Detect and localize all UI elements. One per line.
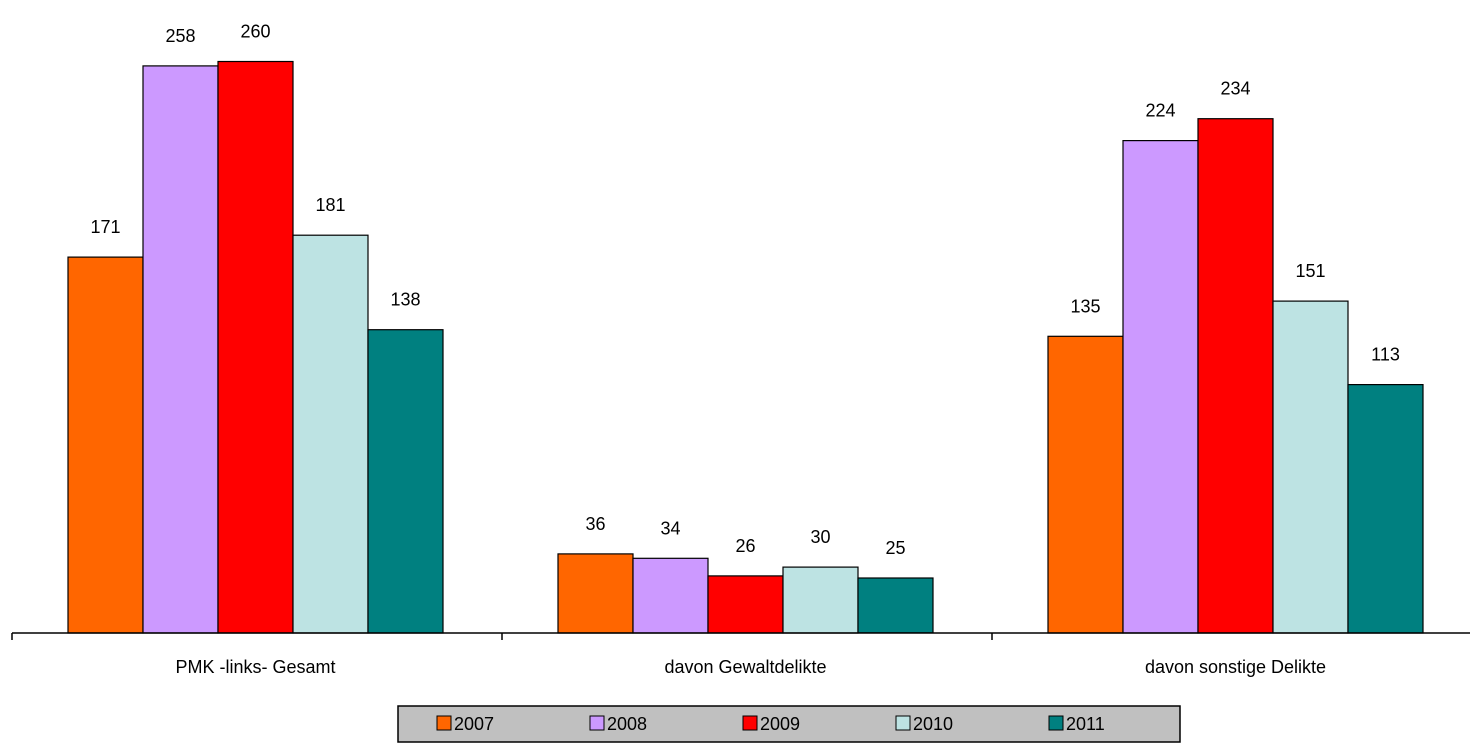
bar-davon-gewaltdelikte-2007	[557, 553, 634, 634]
legend-label-2007: 2007	[454, 714, 494, 734]
legend-swatch-2008	[589, 715, 605, 731]
x-axis-tick-labels: PMK -links- Gesamt davon Gewaltdelikte dav…	[175, 657, 1326, 677]
x-axis: PMK -links- Gesamt davon Gewaltdelikte dav…	[11, 632, 1470, 677]
data-label-davon-gewaltdelikte-2007: 36	[585, 514, 605, 534]
bar-davon-sonstige-delikte-2011	[1347, 384, 1424, 634]
bar-davon-sonstige-delikte-2010	[1272, 300, 1349, 634]
bar-pmk-links-gesamt-2007	[67, 256, 144, 634]
data-label-pmk-links-gesamt-2007: 171	[90, 217, 120, 237]
x-tick-label-davon-gewaltdelikte: davon Gewaltdelikte	[664, 657, 826, 677]
legend: 2007 2008 2009 2010 2011	[397, 705, 1181, 743]
legend-label-2008: 2008	[607, 714, 647, 734]
data-label-pmk-links-gesamt-2008: 258	[165, 26, 195, 46]
data-label-davon-gewaltdelikte-2008: 34	[660, 518, 680, 538]
data-label-pmk-links-gesamt-2011: 138	[390, 290, 420, 310]
data-label-davon-sonstige-delikte-2009: 234	[1220, 79, 1250, 99]
data-label-davon-sonstige-delikte-2007: 135	[1070, 296, 1100, 316]
bar-pmk-links-gesamt-2011	[367, 329, 444, 634]
legend-label-2011: 2011	[1066, 714, 1105, 734]
data-label-pmk-links-gesamt-2009: 260	[240, 22, 270, 42]
data-label-davon-gewaltdelikte-2009: 26	[735, 536, 755, 556]
data-label-davon-gewaltdelikte-2010: 30	[810, 527, 830, 547]
data-label-davon-sonstige-delikte-2010: 151	[1295, 261, 1325, 281]
bar-davon-sonstige-delikte-2008	[1122, 140, 1199, 634]
x-tick-label-pmk-links-gesamt: PMK -links- Gesamt	[175, 657, 335, 677]
data-label-pmk-links-gesamt-2010: 181	[315, 195, 345, 215]
bar-davon-gewaltdelikte-2009	[707, 575, 784, 634]
bar-davon-gewaltdelikte-2010	[782, 566, 859, 634]
bar-davon-sonstige-delikte-2009	[1197, 118, 1274, 634]
data-label-davon-gewaltdelikte-2011: 25	[885, 538, 905, 558]
legend-items: 2007 2008 2009 2010 2011	[436, 714, 1105, 734]
bars-layer	[67, 60, 1424, 634]
legend-swatch-2010	[895, 715, 911, 731]
legend-label-2010: 2010	[913, 714, 953, 734]
data-labels-layer: 171 258 260 181 138 36 34 26 30 25 135 224 234 151 113	[90, 22, 1399, 559]
data-label-davon-sonstige-delikte-2011: 113	[1371, 345, 1400, 365]
bar-davon-gewaltdelikte-2011	[857, 577, 934, 634]
legend-label-2009: 2009	[760, 714, 800, 734]
legend-swatch-2011	[1048, 715, 1064, 731]
bar-davon-sonstige-delikte-2007	[1047, 335, 1124, 634]
bar-pmk-links-gesamt-2008	[142, 65, 219, 634]
bar-pmk-links-gesamt-2010	[292, 234, 369, 634]
data-label-davon-sonstige-delikte-2008: 224	[1145, 101, 1175, 121]
bar-davon-gewaltdelikte-2008	[632, 557, 709, 634]
legend-swatch-2007	[436, 715, 452, 731]
x-tick-label-davon-sonstige-delikte: davon sonstige Delikte	[1145, 657, 1326, 677]
legend-swatch-2009	[742, 715, 758, 731]
x-axis-ticks	[11, 633, 993, 640]
bar-pmk-links-gesamt-2009	[217, 60, 294, 634]
